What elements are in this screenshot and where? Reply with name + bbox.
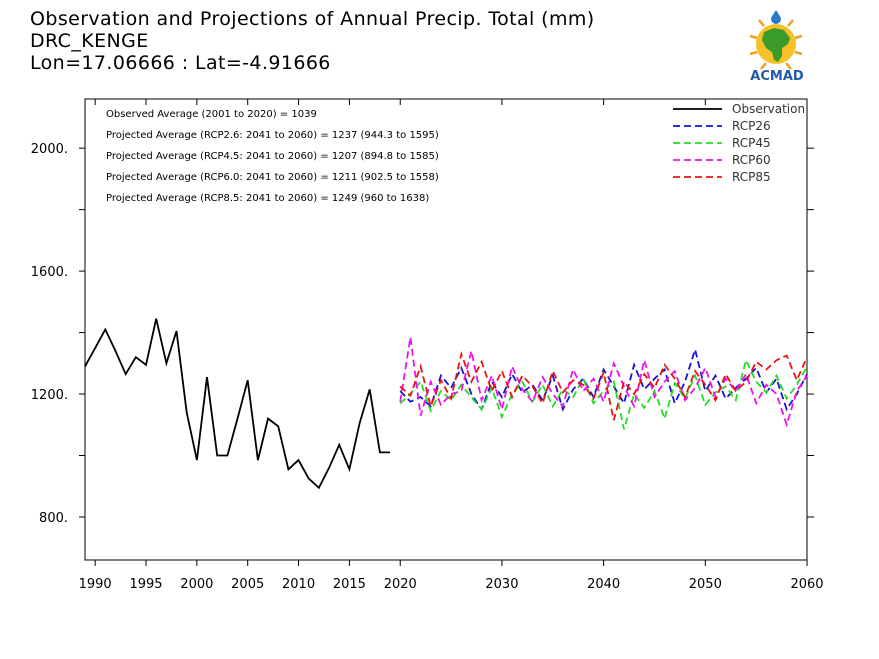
legend: Observation RCP26 RCP45 RCP60 RCP85: [673, 102, 805, 184]
series-layer: [84, 318, 808, 490]
stat-note: Projected Average (RCP8.5: 2041 to 2060)…: [106, 193, 429, 204]
y-tick-label: 2000.: [31, 142, 68, 157]
legend-label: RCP60: [732, 153, 771, 167]
y-tick-label: 1600.: [31, 265, 68, 280]
y-tick-label: 1200.: [31, 388, 68, 403]
x-tick-label: 2000: [180, 577, 213, 592]
x-tick-label: 1995: [129, 577, 162, 592]
series-line-observation: [84, 318, 391, 490]
chart-title: Observation and Projections of Annual Pr…: [30, 8, 595, 30]
series-line-rcp85: [399, 350, 808, 421]
x-tick-label: 2040: [587, 577, 620, 592]
stat-note: Projected Average (RCP4.5: 2041 to 2060)…: [106, 151, 439, 162]
coordinates-label: Lon=17.06666 : Lat=-4.91666: [30, 52, 331, 74]
legend-label: Observation: [732, 102, 805, 116]
africa-map-sun-logo: [749, 10, 803, 70]
statistics-notes: Observed Average (2001 to 2020) = 1039 Pr…: [106, 109, 439, 204]
x-tick-label: 2060: [790, 577, 823, 592]
axis-ticks: [79, 99, 814, 566]
plot-frame: [84, 98, 808, 561]
x-tick-label: 2030: [485, 577, 518, 592]
stat-note: Projected Average (RCP6.0: 2041 to 2060)…: [106, 172, 439, 183]
location-name: DRC_KENGE: [30, 30, 149, 52]
axis-tick-labels: 1990 1995 2000 2005 2010 2015 2020 2030 2040 2050…: [31, 142, 824, 592]
y-tick-label: 800.: [39, 511, 68, 526]
x-tick-label: 2010: [282, 577, 315, 592]
stat-note: Projected Average (RCP2.6: 2041 to 2060)…: [106, 130, 439, 141]
series-line-rcp60: [399, 337, 808, 428]
title-block: Observation and Projections of Annual Pr…: [30, 8, 595, 74]
legend-label: RCP85: [732, 170, 771, 184]
x-tick-label: 2050: [689, 577, 722, 592]
x-tick-label: 2020: [384, 577, 417, 592]
x-tick-label: 2015: [333, 577, 366, 592]
acmad-logo: ACMAD: [749, 10, 804, 84]
stat-note: Observed Average (2001 to 2020) = 1039: [106, 109, 317, 120]
logo-text: ACMAD: [750, 69, 804, 84]
x-tick-label: 1990: [79, 577, 112, 592]
x-tick-label: 2005: [231, 577, 264, 592]
legend-label: RCP26: [732, 119, 771, 133]
legend-label: RCP45: [732, 136, 771, 150]
